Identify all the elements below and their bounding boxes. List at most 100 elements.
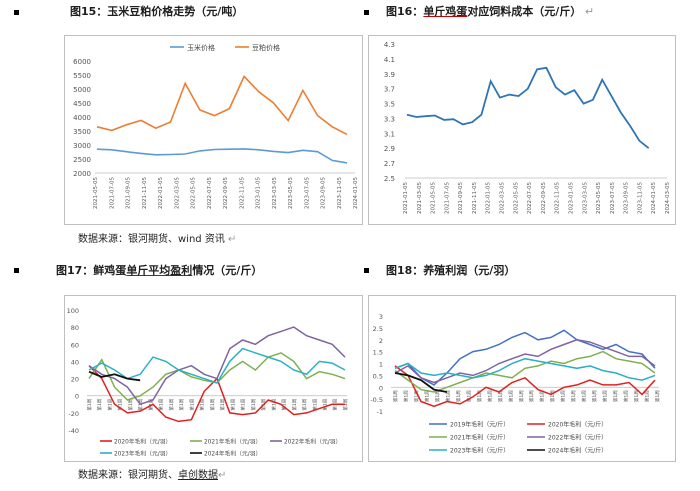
x-tick-label: 第1周 [86, 399, 93, 411]
x-tick-label: 2021-05-05 [93, 177, 99, 209]
y-tick-label: 0.5 [373, 372, 383, 380]
bullet-marker [14, 268, 19, 273]
source-bottom-underlined: 卓创数据 [178, 470, 218, 481]
x-tick-label: 第1周 [539, 390, 546, 402]
x-tick-label: 第1周 [444, 390, 451, 402]
x-tick-label: 第1周 [311, 399, 318, 411]
fig17-title-underlined: 单斤平均盈利 [126, 264, 193, 277]
y-tick-label: 60 [71, 341, 79, 349]
x-tick-label: 2023-03-05 [582, 182, 588, 214]
x-tick-label: 2022-07-05 [527, 182, 533, 214]
y-tick-label: 4500 [73, 100, 91, 108]
x-tick-label: 第1周 [291, 399, 298, 411]
legend-label: 2020年毛利（元/斤） [548, 421, 607, 429]
series-line-soymeal [96, 74, 348, 136]
x-tick-label: 2022-05-05 [513, 182, 519, 214]
y-tick-label: 3 [379, 313, 383, 321]
y-tick-label: 2500 [73, 156, 91, 164]
x-tick-label: 第1周 [581, 390, 588, 402]
y-tick-label: -20 [68, 410, 79, 418]
y-tick-label: 20 [71, 376, 79, 384]
x-tick-label: 第1周 [413, 390, 420, 402]
y-tick-label: 2.9 [384, 145, 395, 153]
x-tick-label: 2022-01-05 [486, 182, 492, 214]
x-tick-label: 2023-05-05 [288, 177, 294, 209]
y-tick-label: 80 [71, 324, 79, 332]
x-tick-label: 2022-05-05 [191, 177, 197, 209]
x-tick-label: 第1周 [570, 390, 577, 402]
x-tick-label: 第1周 [219, 399, 226, 411]
y-tick-label: 2 [379, 337, 383, 345]
x-tick-label: 第1周 [158, 399, 165, 411]
y-tick-label: 4.3 [384, 41, 395, 49]
source-top-text: 数据来源：银河期货、wind 资讯 [78, 234, 225, 245]
x-tick-label: 2023-01-05 [256, 177, 262, 209]
x-tick-label: 第1周 [476, 390, 483, 402]
x-tick-label: 第1周 [240, 399, 247, 411]
bullet-marker [364, 268, 369, 273]
x-tick-label: 2022-01-05 [158, 177, 164, 209]
fig18-title: 图18：养殖利润（元/羽） [386, 264, 516, 277]
y-tick-label: 1 [379, 361, 383, 369]
source-note-top: 数据来源：银河期货、wind 资讯 ↵ [78, 234, 237, 245]
legend-label: 2024年毛利（元/斤） [548, 447, 607, 455]
bullet-marker [364, 10, 369, 15]
x-tick-label: 第1周 [486, 390, 493, 402]
y-tick-label: 2000 [73, 170, 91, 178]
x-tick-label: 第1周 [518, 390, 525, 402]
x-tick-label: 第1周 [199, 399, 206, 411]
y-tick-label: 3.1 [384, 130, 395, 138]
y-tick-label: 3.9 [384, 71, 395, 79]
x-tick-label: 第1周 [209, 399, 216, 411]
fig15-title: 图15：玉米豆粕价格走势（元/吨） [70, 5, 244, 18]
legend-label: 2019年毛利（元/斤） [450, 421, 509, 429]
x-tick-label: 2022-03-05 [500, 182, 506, 214]
x-tick-label: 2021-09-05 [458, 182, 464, 214]
x-tick-label: 第1周 [591, 390, 598, 402]
x-tick-label: 2022-09-05 [223, 177, 229, 209]
x-tick-label: 第1周 [423, 390, 430, 402]
series-line [394, 329, 656, 386]
y-tick-label: 5500 [73, 72, 91, 80]
x-tick-label: 第1周 [434, 390, 441, 402]
bullet-marker [14, 10, 19, 15]
legend-label: 2021年毛利（元/斤） [450, 434, 509, 442]
y-tick-label: -1 [377, 408, 383, 416]
x-tick-label: 2023-07-05 [304, 177, 310, 209]
fig16-title-underlined: 单斤鸡蛋 [423, 5, 468, 18]
y-tick-label: 2.7 [384, 160, 395, 168]
fig18-chart-panel: 3 2.5 2 1.5 1 0.5 0 -0.5 -1 第1周 第1周 第1周 第1周 第1周 第1周 第1周… [368, 295, 676, 462]
fig16-chart-panel: 4.3 4.1 3.9 3.7 3.5 3.3 3.1 2.9 2.7 2.5 2021-01-05… [368, 35, 676, 225]
x-tick-label: 2021-07-05 [444, 182, 450, 214]
x-tick-label: 2021-11-05 [142, 177, 148, 209]
x-tick-label: 第1周 [507, 390, 514, 402]
y-tick-label: 1.5 [373, 349, 383, 357]
x-tick-label: 2021-03-05 [417, 182, 423, 214]
y-tick-label: 6000 [73, 58, 91, 66]
series-line [394, 339, 656, 384]
y-tick-label: 5000 [73, 86, 91, 94]
y-tick-label: 100 [67, 307, 79, 315]
x-tick-label: 2023-05-05 [596, 182, 602, 214]
x-tick-label: 第1周 [117, 399, 124, 411]
x-tick-label: 第1周 [602, 390, 609, 402]
y-tick-label: -0.5 [370, 396, 383, 404]
x-tick-label: 第1周 [250, 399, 257, 411]
x-tick-label: 第1周 [497, 390, 504, 402]
x-tick-label: 第1周 [392, 390, 399, 402]
x-tick-label: 第1周 [229, 399, 236, 411]
x-tick-label: 2022-11-05 [555, 182, 561, 214]
x-tick-label: 第1周 [106, 399, 113, 411]
legend-label: 玉米价格 [187, 43, 215, 52]
series-line [88, 370, 141, 382]
x-tick-label: 第1周 [633, 390, 640, 402]
series-line-corn [96, 148, 348, 164]
x-tick-label: 2021-11-05 [472, 182, 478, 214]
x-tick-label: 2023-07-05 [610, 182, 616, 214]
x-tick-label: 2021-05-05 [431, 182, 437, 214]
y-tick-label: 3.7 [384, 86, 395, 94]
x-tick-label: 第1周 [455, 390, 462, 402]
x-tick-label: 2022-09-05 [541, 182, 547, 214]
series-line [394, 350, 656, 393]
x-tick-label: 第1周 [178, 399, 185, 411]
